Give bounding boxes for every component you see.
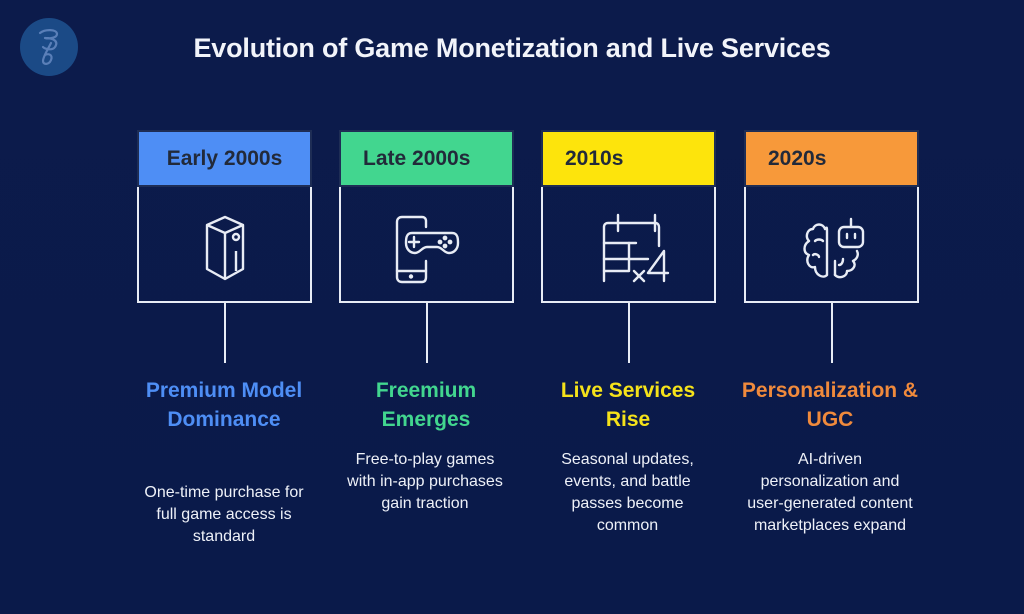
stage-period-header: Early 2000s [137,130,312,187]
stage-period-header: 2020s [744,130,919,187]
stage-heading: Premium Model Dominance [145,379,303,431]
page-title: Evolution of Game Monetization and Live … [193,33,831,63]
connector-line [223,303,226,363]
stage-period-label: 2020s [768,146,827,170]
stage-2020s: 2020s [744,130,919,363]
stage-period-label: Late 2000s [363,146,471,170]
stage-heading: Freemium Emerges [375,379,477,431]
console-box-icon [205,215,244,281]
stage-description: One-time purchase for full game access i… [144,484,304,545]
connector-line [425,303,428,363]
calendar-x4-icon [602,213,669,283]
brain-robot-icon [802,217,864,279]
stage-late-2000s: Late 2000s [339,130,514,363]
connector-line [627,303,630,363]
stage-early-2000s: Early 2000s [137,130,312,363]
brand-logo [20,18,78,76]
stage-icon-box [744,187,919,303]
stage-heading: Personalization & UGC [741,379,919,431]
stage-period-header: 2010s [541,130,716,187]
stage-period-header: Late 2000s [339,130,514,187]
stage-icon-box [339,187,514,303]
mobile-gamepad-icon [395,215,459,284]
connector-line [830,303,833,363]
stage-period-label: Early 2000s [166,146,283,170]
stage-description: Seasonal updates, events, and battle pas… [561,451,694,534]
stage-description: AI-driven personalization and user-gener… [747,451,913,534]
stage-icon-box [137,187,312,303]
stage-period-label: 2010s [565,146,624,170]
stage-heading: Live Services Rise [560,379,696,431]
stage-2010s: 2010s [541,130,716,363]
stage-description: Free-to-play games with in-app purchases… [347,451,503,512]
stage-icon-box [541,187,716,303]
script-g-logo-icon [38,29,59,65]
